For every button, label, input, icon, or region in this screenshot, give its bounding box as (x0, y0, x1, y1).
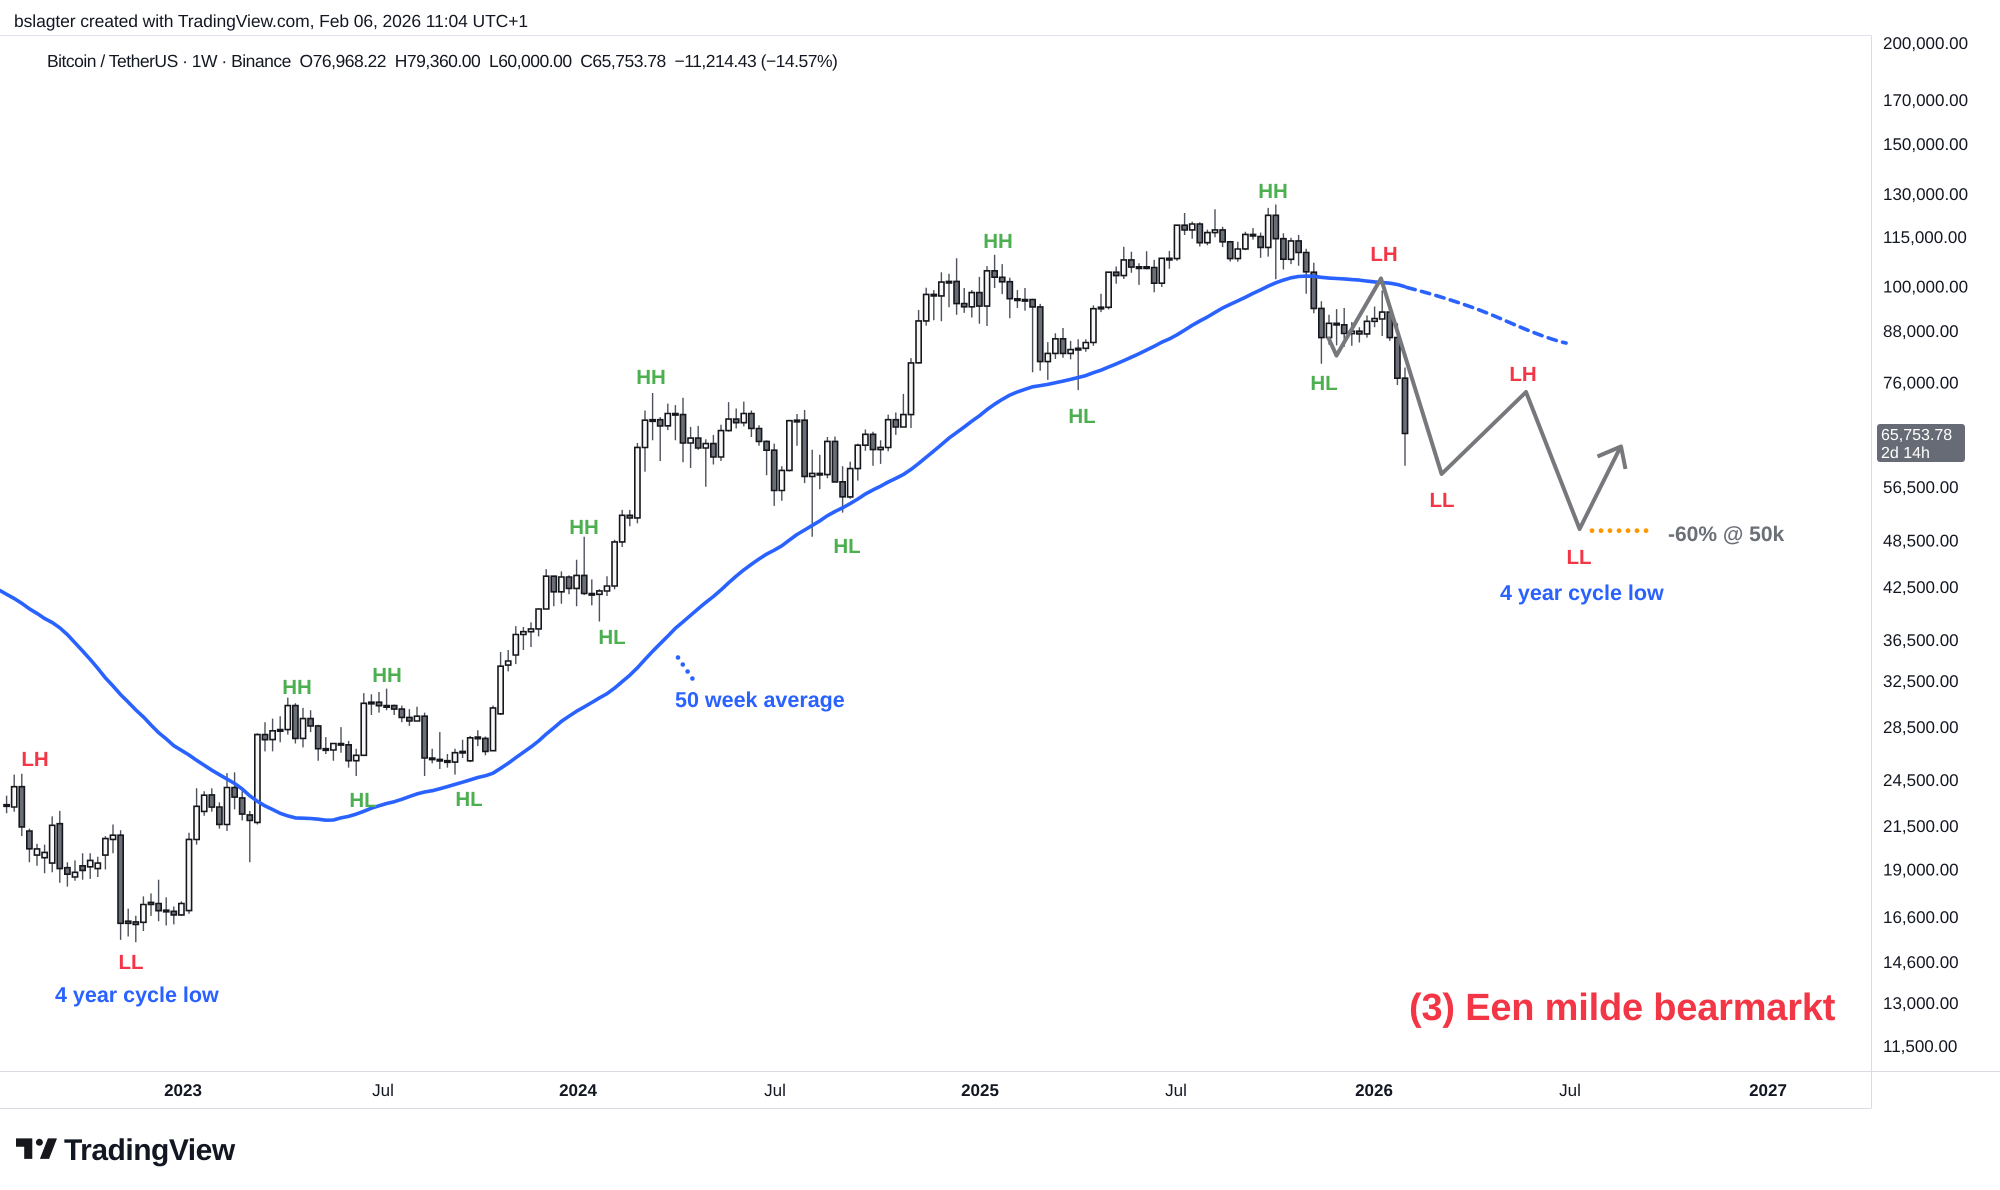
svg-text:LH: LH (1509, 363, 1536, 386)
svg-text:50 week average: 50 week average (675, 688, 845, 712)
svg-text:2027: 2027 (1749, 1081, 1787, 1100)
svg-text:2025: 2025 (961, 1081, 999, 1100)
svg-text:88,000.00: 88,000.00 (1883, 322, 1959, 341)
svg-text:Bitcoin / TetherUS · 1W · Bina: Bitcoin / TetherUS · 1W · Binance O76,96… (47, 51, 837, 71)
svg-text:HH: HH (1258, 180, 1288, 203)
svg-text:Jul: Jul (1165, 1081, 1187, 1100)
svg-text:42,500.00: 42,500.00 (1883, 578, 1959, 597)
svg-text:76,000.00: 76,000.00 (1883, 374, 1959, 393)
svg-text:65,753.78: 65,753.78 (1881, 427, 1952, 444)
svg-text:HH: HH (282, 676, 312, 699)
svg-text:TradingView: TradingView (64, 1134, 236, 1167)
svg-text:14,600.00: 14,600.00 (1883, 953, 1959, 972)
svg-text:HL: HL (1310, 372, 1337, 395)
svg-text:HL: HL (833, 535, 860, 558)
svg-text:16,600.00: 16,600.00 (1883, 908, 1959, 927)
svg-text:56,500.00: 56,500.00 (1883, 478, 1959, 497)
svg-text:HH: HH (636, 366, 666, 389)
svg-text:(3) Een milde bearmarkt: (3) Een milde bearmarkt (1409, 987, 1836, 1029)
svg-text:LH: LH (1370, 243, 1397, 266)
svg-text:100,000.00: 100,000.00 (1883, 277, 1968, 296)
svg-text:4 year cycle low: 4 year cycle low (55, 983, 219, 1007)
svg-text:130,000.00: 130,000.00 (1883, 185, 1968, 204)
svg-text:21,500.00: 21,500.00 (1883, 817, 1959, 836)
svg-text:HH: HH (983, 230, 1013, 253)
svg-text:13,000.00: 13,000.00 (1883, 994, 1959, 1013)
svg-text:200,000.00: 200,000.00 (1883, 34, 1968, 53)
svg-text:4 year cycle low: 4 year cycle low (1500, 581, 1664, 605)
svg-text:LL: LL (1566, 546, 1591, 569)
svg-text:2026: 2026 (1355, 1081, 1393, 1100)
svg-text:LL: LL (118, 951, 143, 974)
svg-text:HH: HH (569, 516, 599, 539)
svg-text:Jul: Jul (764, 1081, 786, 1100)
svg-text:36,500.00: 36,500.00 (1883, 631, 1959, 650)
svg-text:24,500.00: 24,500.00 (1883, 771, 1959, 790)
svg-text:-60% @ 50k: -60% @ 50k (1668, 523, 1785, 546)
svg-text:Jul: Jul (1559, 1081, 1581, 1100)
svg-text:170,000.00: 170,000.00 (1883, 91, 1968, 110)
svg-text:115,000.00: 115,000.00 (1883, 228, 1967, 247)
svg-text:HL: HL (598, 626, 625, 649)
svg-text:Jul: Jul (372, 1081, 394, 1100)
svg-text:bslagter created with TradingV: bslagter created with TradingView.com, F… (14, 11, 528, 31)
svg-text:32,500.00: 32,500.00 (1883, 672, 1959, 691)
svg-text:48,500.00: 48,500.00 (1883, 531, 1959, 550)
svg-text:28,500.00: 28,500.00 (1883, 718, 1959, 737)
svg-text:2d 14h: 2d 14h (1881, 445, 1930, 462)
svg-text:HL: HL (1068, 405, 1095, 428)
svg-text:HL: HL (349, 789, 376, 812)
svg-text:HH: HH (372, 664, 402, 687)
svg-text:2024: 2024 (559, 1081, 597, 1100)
svg-text:2023: 2023 (164, 1081, 202, 1100)
svg-text:LL: LL (1429, 489, 1454, 512)
svg-text:150,000.00: 150,000.00 (1883, 135, 1968, 154)
svg-text:11,500.00: 11,500.00 (1883, 1037, 1957, 1056)
svg-text:HL: HL (455, 788, 482, 811)
svg-text:19,000.00: 19,000.00 (1883, 861, 1959, 880)
svg-text:LH: LH (21, 748, 48, 771)
